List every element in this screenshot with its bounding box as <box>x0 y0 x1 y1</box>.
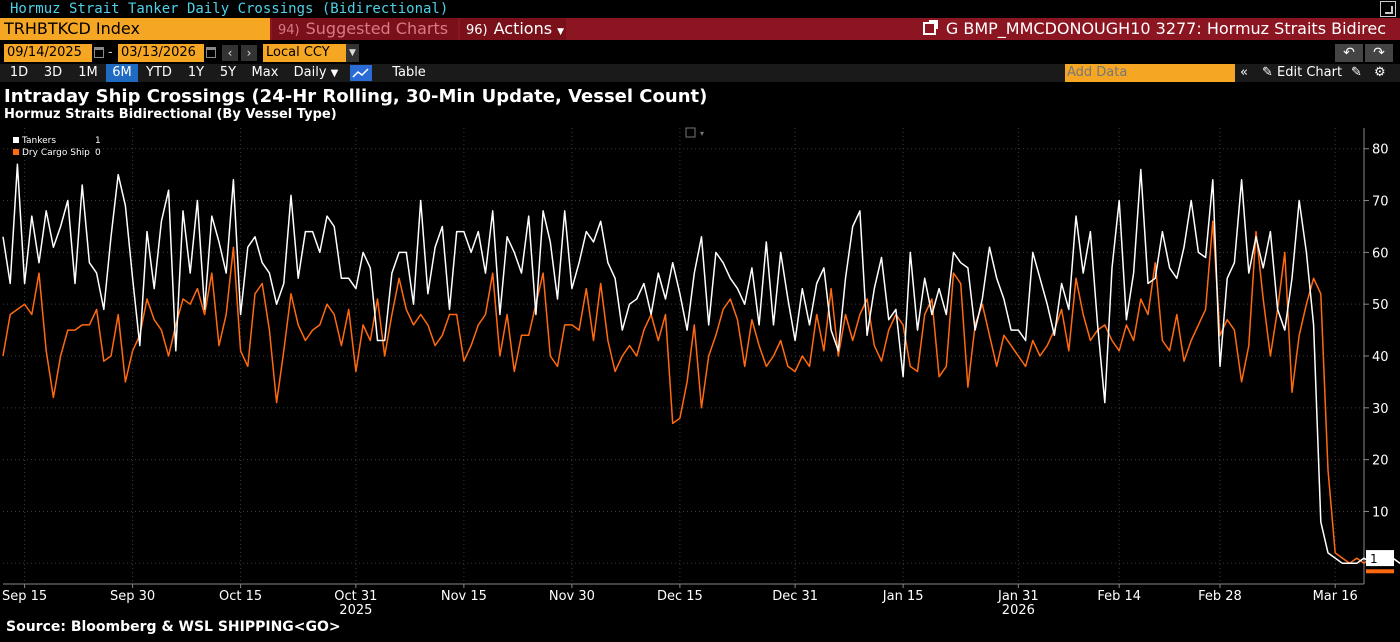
currency-label: Local CCY <box>266 45 330 60</box>
date-separator: - <box>108 45 113 60</box>
table-button[interactable]: Table <box>392 65 426 80</box>
actions-label: Actions <box>493 19 553 38</box>
date-row: 09/14/2025 - 03/13/2026 ‹ › Local CCY ▼ … <box>0 44 1400 62</box>
suggested-charts-label: Suggested Charts <box>305 19 449 38</box>
y-tick-label: 10 <box>1372 505 1389 520</box>
y-tick-label: 50 <box>1372 298 1389 313</box>
window-title: Hormuz Strait Tanker Daily Crossings (Bi… <box>0 0 1400 18</box>
frequency-label: Daily <box>293 65 327 80</box>
legend-label: Dry Cargo Ship <box>22 148 90 158</box>
calendar-icon[interactable] <box>94 47 104 58</box>
legend-value: 1 <box>95 136 101 146</box>
x-year-label: 2025 <box>339 603 372 618</box>
chevron-left-icon[interactable]: ‹ <box>222 45 238 61</box>
series-line-tankers <box>2 163 1400 565</box>
x-tick-label: Oct 31 <box>334 589 377 604</box>
y-tick-label: 60 <box>1372 246 1389 261</box>
collapse-legend-icon <box>685 127 696 138</box>
undo-icon[interactable]: ↶ <box>1335 44 1363 62</box>
x-tick-label: Sep 30 <box>110 589 155 604</box>
end-date-input[interactable]: 03/13/2026 <box>118 44 204 62</box>
ticker-field[interactable]: TRHBTKCD Index <box>0 18 270 40</box>
x-tick-label: Oct 15 <box>219 589 262 604</box>
range-6m-button[interactable]: 6M <box>106 64 138 82</box>
last-value-tag-dry-cargo <box>1366 569 1394 574</box>
chevron-down-icon: ▾ <box>700 129 704 138</box>
edit-chart-label: Edit Chart <box>1277 65 1343 80</box>
last-value-tag-tankers <box>1366 550 1394 567</box>
x-tick-label: Sep 15 <box>2 589 47 604</box>
x-tick-label: Dec 31 <box>772 589 818 604</box>
legend-label: Tankers <box>21 136 56 146</box>
currency-select[interactable]: Local CCY ▼ <box>263 44 359 62</box>
expand-window-icon[interactable] <box>1380 1 1396 17</box>
series-line-dry-cargo <box>2 220 1400 565</box>
x-tick-label: Feb 28 <box>1198 589 1242 604</box>
y-tick-label: 40 <box>1372 350 1389 365</box>
chart-title: Intraday Ship Crossings (24-Hr Rolling, … <box>4 86 708 107</box>
y-tick-label: 70 <box>1372 195 1389 210</box>
y-tick-label: 20 <box>1372 454 1389 469</box>
x-tick-label: Mar 16 <box>1313 589 1358 604</box>
x-year-label: 2026 <box>1002 603 1035 618</box>
range-max-button[interactable]: Max <box>251 65 279 80</box>
x-tick-label: Nov 30 <box>549 589 595 604</box>
external-link-icon <box>922 20 938 35</box>
actions-button[interactable]: 96) Actions ▼ <box>460 18 566 40</box>
chevron-down-icon: ▼ <box>330 68 339 79</box>
chart-reference-link[interactable]: G BMP_MMCDONOUGH10 3277: Hormuz Straits … <box>922 18 1386 40</box>
annotate-icon[interactable]: ✎ <box>1351 65 1362 80</box>
calendar-icon[interactable] <box>206 47 216 58</box>
last-value-label-tankers: 1 <box>1370 552 1378 566</box>
chart-subtitle: Hormuz Straits Bidirectional (By Vessel … <box>4 107 337 122</box>
gear-icon[interactable]: ⚙ <box>1374 65 1386 80</box>
pencil-icon: ✎ <box>1262 65 1273 80</box>
suggested-charts-number: 94) <box>278 23 300 38</box>
range-5y-button[interactable]: 5Y <box>219 65 237 80</box>
range-1m-button[interactable]: 1M <box>78 65 98 80</box>
chevron-down-icon: ▼ <box>346 44 359 62</box>
legend-value: 0 <box>95 148 101 158</box>
y-tick-label: 80 <box>1372 143 1389 158</box>
range-1y-button[interactable]: 1Y <box>187 65 205 80</box>
x-tick-label: Jan 31 <box>997 589 1039 604</box>
legend-swatch <box>13 149 19 155</box>
range-ytd-button[interactable]: YTD <box>146 65 172 80</box>
edit-chart-button[interactable]: ✎ Edit Chart <box>1262 64 1342 82</box>
start-date-input[interactable]: 09/14/2025 <box>4 44 92 62</box>
add-data-input[interactable]: Add Data <box>1065 64 1235 82</box>
range-3d-button[interactable]: 3D <box>43 65 63 80</box>
redo-icon[interactable]: ↷ <box>1365 44 1393 62</box>
double-chevron-left-icon[interactable]: « <box>1240 65 1248 80</box>
x-tick-label: Jan 15 <box>882 589 924 604</box>
source-note: Source: Bloomberg & WSL SHIPPING<GO> <box>6 619 341 635</box>
suggested-charts-button[interactable]: 94) Suggested Charts ▼ <box>272 18 458 61</box>
chevron-down-icon: ▼ <box>557 27 565 37</box>
chevron-right-icon[interactable]: › <box>241 45 257 61</box>
chart-reference-label: G BMP_MMCDONOUGH10 3277: Hormuz Straits … <box>945 19 1386 38</box>
range-1d-button[interactable]: 1D <box>9 65 29 80</box>
legend-swatch <box>13 137 19 143</box>
x-tick-label: Feb 14 <box>1097 589 1141 604</box>
line-chart-icon[interactable] <box>350 65 372 81</box>
x-tick-label: Dec 15 <box>657 589 703 604</box>
frequency-select[interactable]: Daily ▼ <box>288 64 344 82</box>
y-tick-label: 30 <box>1372 402 1389 417</box>
range-bar: 1D 3D 1M 6M YTD 1Y 5Y Max Daily ▼ Table <box>0 64 1400 82</box>
x-tick-label: Nov 15 <box>441 589 487 604</box>
actions-number: 96) <box>466 23 488 38</box>
